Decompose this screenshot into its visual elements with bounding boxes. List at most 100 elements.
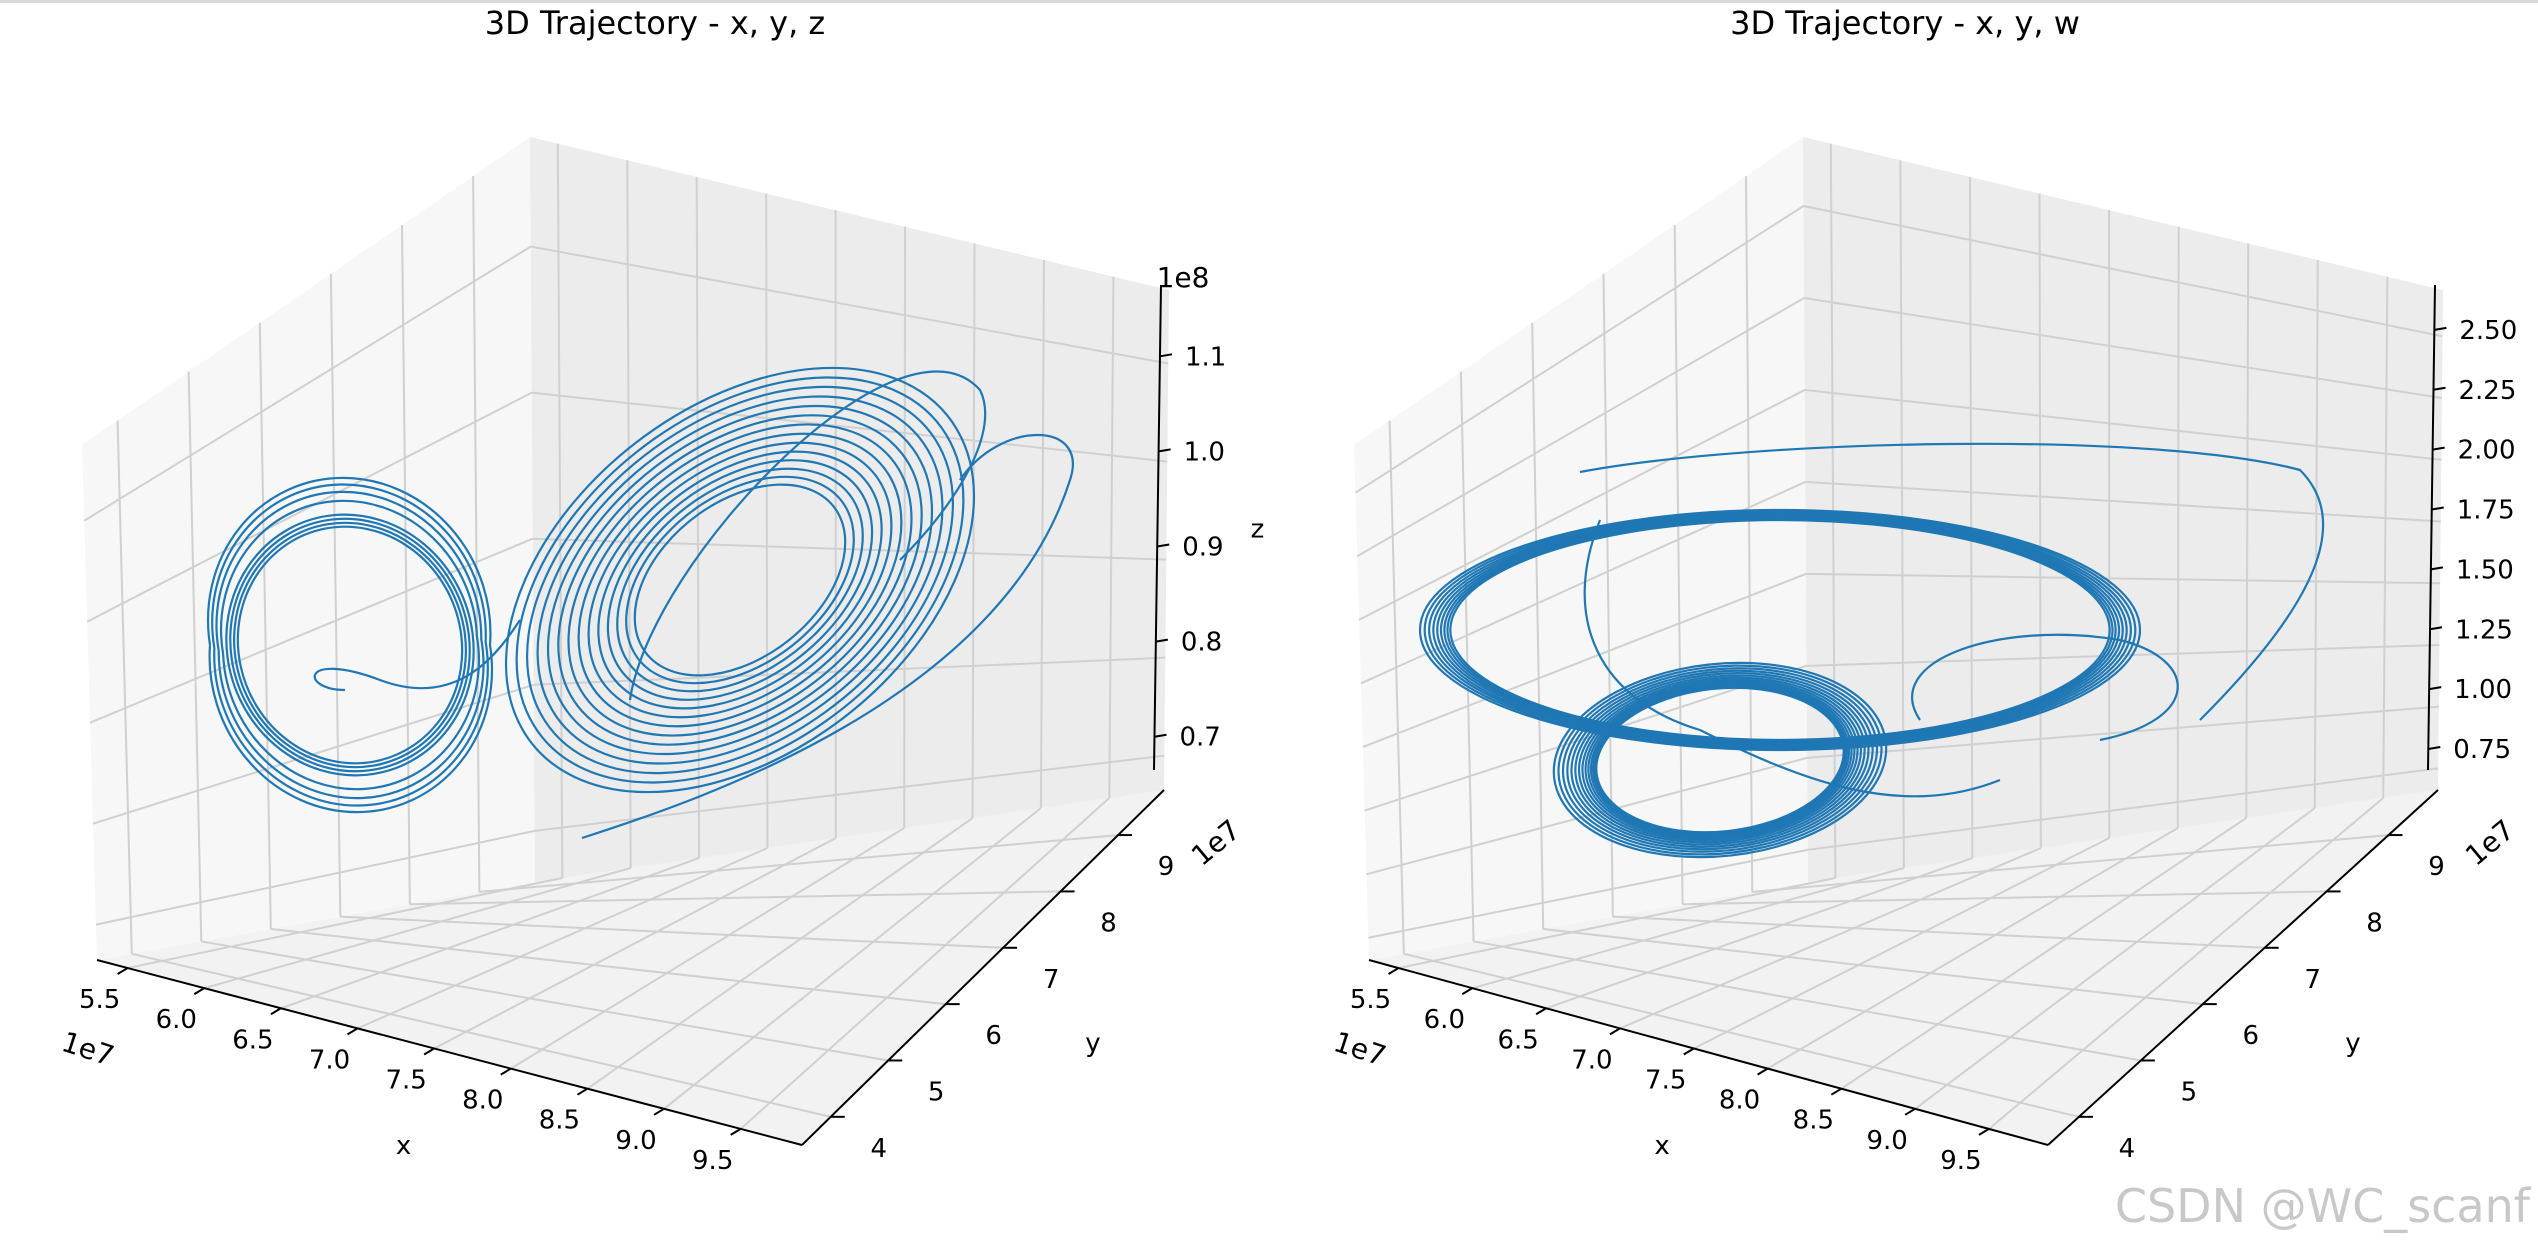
xyw-loop-low: [1557, 664, 1883, 856]
x-axis-label: x: [396, 1131, 411, 1161]
axis-line: [117, 967, 129, 975]
left-lobe-loop: [229, 517, 471, 773]
grid-line: [1914, 807, 2316, 1110]
axis-line: [1830, 1087, 1842, 1096]
plot-title: 3D Trajectory - x, y, z: [485, 4, 825, 42]
plot-xyz: 3D Trajectory - x, y, z 5.5 6.0 6.5 7.0 7.5 8…: [58, 4, 1265, 1176]
axis-line: [2428, 746, 2441, 751]
y-axis-label: y: [2345, 1029, 2360, 1059]
floor-pane: [1369, 790, 2438, 1145]
grid-line: [340, 915, 1004, 949]
z-tick-label: 0.9: [1182, 533, 1223, 563]
right-lobe-loop: [625, 475, 855, 685]
z-tick-label: 2.50: [2459, 316, 2517, 346]
y-tick-label: 7: [1043, 965, 1060, 995]
y-axis-label: y: [1085, 1029, 1100, 1059]
xyw-loop-big: [1439, 515, 2121, 745]
xyw-loop-low: [1561, 667, 1879, 853]
left-lobe-loop: [236, 525, 464, 765]
grid-line: [1752, 834, 2389, 893]
z-tick-label: 1.50: [2456, 555, 2514, 585]
grid-line: [532, 537, 1167, 561]
right-lobe-loop: [526, 385, 954, 775]
z-tick-label: 2.25: [2458, 376, 2516, 406]
z-tick-label: 1.1: [1185, 342, 1226, 372]
grid-line: [1108, 276, 1115, 799]
xyw-loop-low: [1552, 661, 1888, 859]
x-tick-label: 7.0: [1571, 1045, 1612, 1075]
right-pane: [1803, 137, 2443, 882]
grid-line: [1805, 572, 2441, 585]
grid-line: [433, 837, 837, 1050]
grid-line: [1988, 797, 2384, 1130]
y-tick-label: 7: [2304, 965, 2321, 995]
x-tick-label: 9.0: [615, 1126, 656, 1156]
x-tick-label: 8.5: [539, 1106, 580, 1136]
right-lobe-loop: [577, 432, 903, 728]
grid-line: [2176, 226, 2180, 829]
grid-line: [1807, 767, 2439, 851]
right-lobe-loop: [633, 483, 847, 677]
right-lobe-loop: [606, 459, 874, 701]
grid-line: [329, 273, 342, 917]
y-tick-label: 8: [1100, 908, 1117, 938]
grid-line: [187, 371, 203, 942]
x-tick-label: 9.5: [692, 1146, 733, 1176]
axis-line: [96, 959, 803, 1146]
right-lobe-loop: [597, 450, 883, 710]
grid-line: [1767, 827, 2179, 1070]
x-tick-label: 9.5: [1940, 1146, 1981, 1176]
axis-line: [2047, 789, 2439, 1146]
grid-line: [1356, 297, 1805, 558]
grid-line: [116, 420, 133, 954]
grid-line: [1368, 848, 1808, 939]
grid-line: [89, 537, 534, 724]
axis-line: [1153, 284, 1162, 771]
axis-line: [2429, 686, 2442, 691]
axis-line: [2431, 506, 2444, 511]
z-tick-label: 0.8: [1181, 628, 1222, 658]
axis-line: [2433, 386, 2446, 391]
y-tick-label: 5: [928, 1077, 945, 1107]
grid-line: [83, 245, 532, 522]
grid-line: [472, 176, 481, 892]
axis-line: [1158, 448, 1171, 453]
x-scale-label: 1e7: [58, 1025, 118, 1073]
grid-line: [510, 827, 905, 1070]
y-tick-label: 4: [870, 1134, 887, 1164]
grid-line: [765, 193, 769, 849]
z-tick-label: 1.75: [2457, 496, 2515, 526]
left-lobe-loop: [215, 490, 485, 800]
grid-line: [530, 245, 1169, 365]
y-scale-label: 1e7: [2459, 813, 2521, 872]
axis-panes: [1354, 137, 2443, 1145]
x-tick-label: 7.5: [1645, 1065, 1686, 1095]
left-lobe-loop: [220, 499, 480, 791]
grid-line: [1358, 389, 1806, 621]
trajectory-arc: [628, 370, 987, 701]
xyw-descent: [1583, 519, 2001, 798]
grid-line: [1840, 817, 2247, 1090]
grid-line: [1543, 928, 2203, 1006]
grid-line: [409, 890, 1061, 906]
right-lobe-loop: [546, 404, 934, 756]
grid-line: [95, 829, 535, 926]
grid-line: [695, 176, 701, 859]
xyw-loop-low: [1570, 672, 1870, 848]
left-lobe-loop: [233, 521, 467, 769]
grid-line: [663, 807, 1042, 1110]
grid-line: [740, 797, 1110, 1130]
axis-line: [1757, 1067, 1769, 1076]
z-tick-label: 0.7: [1179, 723, 1220, 753]
grid-line: [1039, 260, 1045, 809]
grid-line: [131, 952, 831, 1118]
axis-line: [1159, 353, 1173, 358]
xyw-loop-low: [1566, 669, 1874, 851]
axis-line: [423, 1047, 435, 1056]
axis-line: [2430, 566, 2444, 571]
x-tick-label: 7.5: [385, 1065, 426, 1095]
plot-xyw: 3D Trajectory - x, y, w 5.5 6.0 6.5 7.0 7.5 8…: [1330, 4, 2521, 1176]
grid-line: [1693, 837, 2110, 1050]
grid-line: [1398, 877, 1836, 970]
x-scale-label: 1e7: [1330, 1025, 1390, 1073]
